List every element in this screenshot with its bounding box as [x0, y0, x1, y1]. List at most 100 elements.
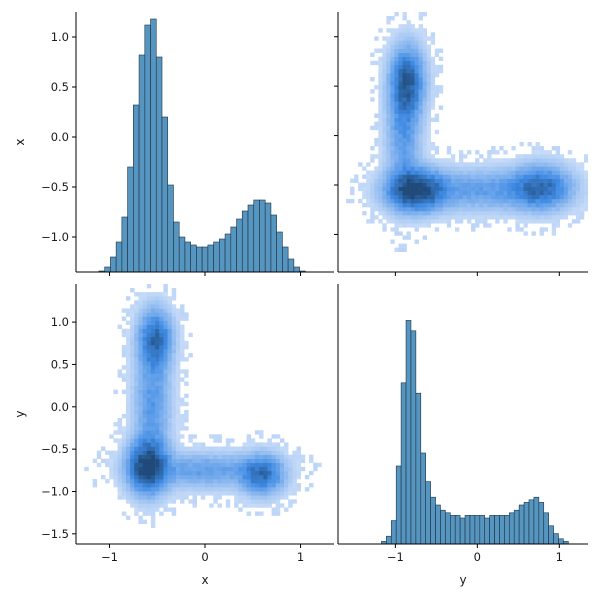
hist2d-cell	[575, 198, 581, 204]
hist2d-cell	[292, 483, 297, 488]
hist2d-cell	[175, 389, 181, 394]
hist2d-cell	[555, 211, 561, 216]
hist2d-cell	[159, 328, 164, 334]
hist2d-cell	[414, 154, 419, 159]
histogram-bar	[207, 244, 214, 272]
hist2d-cell	[134, 483, 139, 488]
hist2d-cell	[378, 186, 383, 192]
hist2d-cell	[378, 48, 383, 53]
hist2d-cell	[138, 491, 143, 496]
hist2d-cell	[430, 56, 436, 62]
hist2d-cell	[406, 129, 411, 135]
hist2d-cell	[398, 162, 403, 167]
hist2d-cell	[555, 223, 561, 228]
hist2d-cell	[430, 117, 436, 122]
hist2d-cell	[414, 52, 419, 57]
hist2d-cell	[250, 479, 256, 484]
hist2d-cell	[491, 182, 496, 187]
hist2d-cell	[422, 32, 428, 37]
hist2d-cell	[254, 458, 260, 464]
hist2d-cell	[121, 328, 127, 334]
hist2d-cell	[402, 150, 407, 155]
hist2d-cell	[551, 202, 557, 208]
hist2d-cell	[394, 68, 399, 74]
hist2d-cell	[370, 178, 375, 183]
hist2d-cell	[475, 198, 480, 204]
hist2d-cell	[142, 401, 148, 407]
hist2d-cell	[184, 393, 189, 399]
hist2d-cell	[390, 137, 395, 143]
hist2d-cell	[163, 507, 168, 512]
histogram-bar	[435, 504, 441, 544]
hist2d-cell	[134, 511, 139, 516]
hist2d-cell	[398, 154, 403, 159]
hist2d-cell	[418, 158, 423, 163]
hist2d-cell	[394, 12, 399, 17]
hist2d-cell	[370, 52, 375, 57]
hist2d-cell	[438, 215, 444, 220]
hist2d-cell	[159, 373, 164, 378]
hist2d-cell	[442, 211, 448, 216]
hist2d-cell	[146, 292, 152, 297]
hist2d-cell	[238, 450, 243, 455]
hist2d-cell	[142, 409, 148, 415]
hist2d-cell	[394, 194, 399, 200]
hist2d-cell	[163, 487, 168, 492]
hist2d-cell	[398, 247, 403, 252]
hist2d-cell	[113, 458, 118, 464]
hist2d-cell	[499, 174, 504, 179]
hist2d-cell	[467, 202, 472, 208]
hist2d-cell	[442, 186, 448, 192]
hist2d-cell	[467, 186, 472, 192]
hist2d-cell	[138, 304, 143, 309]
hist2d-cell	[225, 442, 231, 447]
hist2d-cell	[410, 113, 415, 118]
hist2d-cell	[414, 190, 419, 196]
hist2d-cell	[547, 186, 553, 192]
hist2d-cell	[167, 332, 173, 338]
hist2d-cell	[275, 483, 281, 488]
hist2d-cell	[175, 397, 181, 403]
hist2d-cell	[418, 150, 423, 155]
hist2d-cell	[146, 450, 152, 455]
hist2d-cell	[150, 332, 156, 338]
hist2d-cell	[150, 507, 156, 512]
hist2d-cell	[527, 170, 532, 175]
hist2d-cell	[271, 466, 277, 472]
hist2d-cell	[117, 462, 123, 468]
hist2d-cell	[138, 515, 143, 520]
hist2d-cell	[254, 462, 260, 468]
hist2d-cell	[150, 353, 156, 358]
hist2d-cell	[394, 146, 399, 151]
hist2d-cell	[426, 158, 432, 163]
hist2d-cell	[213, 470, 218, 476]
hist2d-cell	[366, 174, 371, 179]
hist2d-cell	[121, 442, 127, 447]
hist2d-cell	[414, 174, 419, 179]
hist2d-cell	[386, 186, 391, 192]
histogram-bar	[469, 515, 476, 544]
hist2d-cell	[150, 474, 156, 480]
hist2d-cell	[402, 113, 407, 118]
hist2d-cell	[155, 385, 160, 390]
hist2d-cell	[150, 450, 156, 455]
hist2d-cell	[146, 434, 152, 439]
hist2d-cell	[267, 446, 272, 451]
hist2d-cell	[378, 56, 383, 62]
hist2d-cell	[229, 491, 235, 496]
hist2d-cell	[209, 503, 214, 508]
hist2d-cell	[438, 85, 444, 90]
hist2d-cell	[113, 389, 118, 394]
hist2d-cell	[175, 312, 181, 317]
hist2d-cell	[382, 56, 387, 62]
hist2d-cell	[263, 450, 268, 455]
hist2d-cell	[134, 361, 139, 366]
hist2d-cell	[575, 182, 581, 187]
hist2d-cell	[483, 215, 488, 220]
hist2d-cell	[263, 454, 268, 459]
hist2d-cell	[163, 332, 168, 338]
hist2d-cell	[175, 381, 181, 386]
hist2d-cell	[250, 446, 256, 451]
hist2d-cell	[209, 479, 214, 484]
hist2d-cell	[563, 207, 569, 212]
